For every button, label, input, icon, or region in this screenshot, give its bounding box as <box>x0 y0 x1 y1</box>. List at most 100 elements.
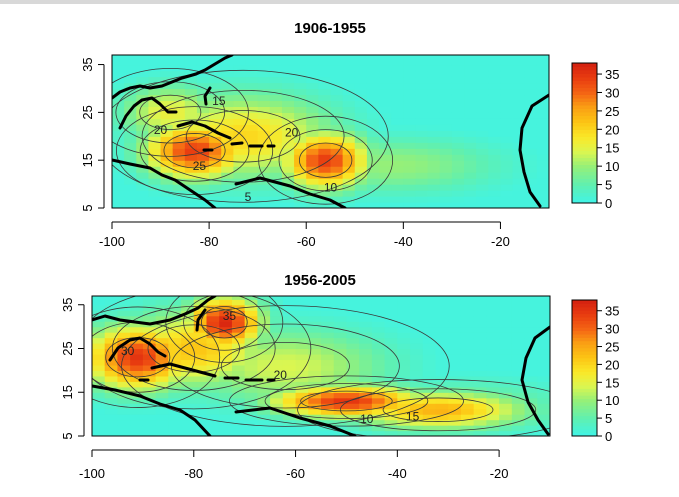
heatmap-cell <box>435 408 449 415</box>
heatmap-cell <box>333 315 348 322</box>
heatmap-cell <box>354 112 368 119</box>
heatmap-cell <box>219 348 233 355</box>
heatmap-cell <box>196 112 210 119</box>
heatmap-cell <box>536 70 549 78</box>
heatmap-cell <box>257 112 271 119</box>
heatmap-cell <box>130 332 144 339</box>
heatmap-cell <box>512 118 526 125</box>
heatmap-cell <box>451 154 465 161</box>
heatmap-cell <box>270 296 284 300</box>
heatmap-cell <box>536 172 549 179</box>
heatmap-cell <box>346 414 360 421</box>
contour-line <box>183 296 266 351</box>
heatmap-cell <box>415 196 429 203</box>
heatmap-cell <box>435 332 449 339</box>
heatmap-cell <box>359 304 373 311</box>
heatmap-cell <box>219 403 233 410</box>
heatmap-cell <box>422 414 437 421</box>
heatmap-cell <box>403 88 417 96</box>
heatmap-cell <box>306 88 319 96</box>
legend-swatch <box>572 154 597 158</box>
heatmap-cell <box>460 381 475 388</box>
heatmap-cell <box>104 375 119 382</box>
heatmap-cell <box>160 190 174 197</box>
heatmap-cell <box>422 304 437 311</box>
heatmap-cell <box>136 178 150 185</box>
heatmap-cell <box>104 408 119 415</box>
heatmap-cell <box>464 100 477 107</box>
legend-swatch <box>572 185 597 190</box>
heatmap-cell <box>439 154 453 161</box>
heatmap-cell <box>330 88 344 96</box>
heatmap-cell <box>193 381 208 388</box>
heatmap-cell <box>117 397 131 404</box>
heatmap-cell <box>384 353 398 361</box>
heatmap-cell <box>117 419 131 426</box>
legend-tick-label: 25 <box>605 104 619 119</box>
heatmap-cell <box>308 359 322 366</box>
heatmap-cell <box>295 381 309 388</box>
heatmap-cell <box>306 118 319 125</box>
heatmap-cell <box>281 88 295 96</box>
heatmap-cell <box>281 202 295 208</box>
heatmap-cell <box>464 190 477 197</box>
heatmap-cell <box>104 348 119 355</box>
legend-swatch <box>572 425 597 430</box>
heatmap-cell <box>410 408 424 415</box>
heatmap-cell <box>536 82 549 90</box>
heatmap-cell <box>244 381 258 388</box>
heatmap-cell <box>104 392 119 399</box>
heatmap-cell <box>415 172 429 179</box>
heatmap-cell <box>281 58 295 66</box>
heatmap-cell <box>524 392 538 399</box>
y-tick-label: 15 <box>80 153 95 167</box>
heatmap-cell <box>512 160 526 167</box>
heatmap-cell <box>512 178 526 185</box>
heatmap-cell <box>257 148 271 155</box>
heatmap-cell <box>410 310 424 317</box>
heatmap-cell <box>196 55 210 60</box>
heatmap-cell <box>231 414 246 421</box>
heatmap-cell <box>295 375 309 382</box>
heatmap-cell <box>460 370 475 377</box>
heatmap-cell <box>142 299 157 306</box>
heatmap-cell <box>295 296 309 300</box>
heatmap-cell <box>512 154 526 161</box>
heatmap-cell <box>193 353 208 361</box>
heatmap-cell <box>281 100 295 107</box>
heatmap-cell <box>196 142 210 149</box>
heatmap-cell <box>155 386 169 393</box>
heatmap-cell <box>333 348 348 355</box>
heatmap-cell <box>451 55 465 60</box>
heatmap-cell <box>92 386 106 393</box>
heatmap-cell <box>397 403 411 410</box>
heatmap-cell <box>219 414 233 421</box>
heatmap-cell <box>209 82 222 90</box>
heatmap-cell <box>397 310 411 317</box>
heatmap-cell <box>318 64 332 72</box>
heatmap-cell <box>172 172 186 179</box>
heatmap-cell <box>209 172 222 179</box>
heatmap-cell <box>294 154 307 161</box>
heatmap-cell <box>354 136 368 143</box>
heatmap-cell <box>142 353 157 361</box>
heatmap-cell <box>294 178 307 185</box>
heatmap-cell <box>366 154 380 161</box>
heatmap-cell <box>359 425 373 432</box>
heatmap-cell <box>155 353 169 361</box>
heatmap-cell <box>124 196 137 203</box>
heatmap-cell <box>448 310 462 317</box>
heatmap-cell <box>295 332 309 339</box>
heatmap-cell <box>330 112 344 119</box>
contour-line <box>220 341 350 391</box>
heatmap-cell <box>117 430 131 436</box>
heatmap-cell <box>282 296 297 300</box>
y-tick-label: 35 <box>60 298 75 312</box>
heatmap-cell <box>371 370 386 377</box>
heatmap-cell <box>439 190 453 197</box>
legend-swatch <box>572 175 597 179</box>
heatmap-cell <box>257 55 271 60</box>
heatmap-cell <box>209 58 222 66</box>
heatmap-cell <box>193 299 208 306</box>
heatmap-cell <box>104 381 119 388</box>
